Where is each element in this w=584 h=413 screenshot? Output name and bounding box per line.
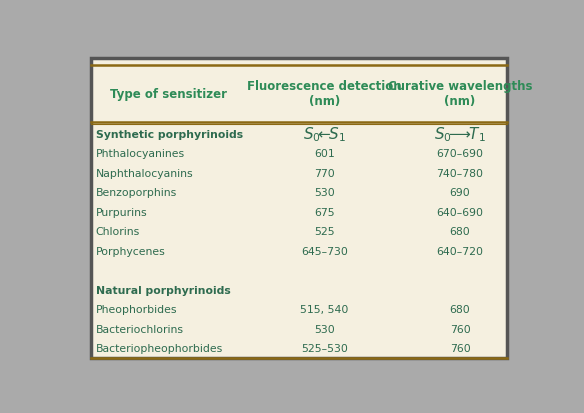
Text: Natural porphyrinoids: Natural porphyrinoids: [96, 285, 230, 295]
Text: 770: 770: [314, 168, 335, 178]
Text: 690: 690: [450, 188, 470, 198]
Text: Chlorins: Chlorins: [96, 227, 140, 237]
Text: Type of sensitizer: Type of sensitizer: [110, 88, 227, 101]
Text: 640–720: 640–720: [436, 246, 484, 256]
Text: Bacteriopheophorbides: Bacteriopheophorbides: [96, 343, 223, 353]
Text: 740–780: 740–780: [436, 168, 484, 178]
Text: 640–690: 640–690: [436, 207, 484, 217]
Text: 525–530: 525–530: [301, 343, 347, 353]
Text: 670–690: 670–690: [436, 149, 484, 159]
Text: Phthalocyanines: Phthalocyanines: [96, 149, 185, 159]
Text: 525: 525: [314, 227, 335, 237]
Text: 680: 680: [450, 227, 470, 237]
Text: Purpurins: Purpurins: [96, 207, 147, 217]
FancyBboxPatch shape: [91, 59, 507, 358]
Text: 601: 601: [314, 149, 335, 159]
Text: Synthetic porphyrinoids: Synthetic porphyrinoids: [96, 129, 243, 139]
Text: Pheophorbides: Pheophorbides: [96, 304, 177, 314]
Text: 530: 530: [314, 188, 335, 198]
Text: 645–730: 645–730: [301, 246, 347, 256]
Text: Naphthalocyanins: Naphthalocyanins: [96, 168, 193, 178]
Text: Curative wavelengths
(nm): Curative wavelengths (nm): [388, 80, 532, 108]
Text: Fluorescence detection
(nm): Fluorescence detection (nm): [247, 80, 402, 108]
Text: Benzoporphins: Benzoporphins: [96, 188, 177, 198]
Text: 530: 530: [314, 324, 335, 334]
Text: $S_0\!\!\leftarrow\!\! S_1$: $S_0\!\!\leftarrow\!\! S_1$: [303, 125, 346, 144]
Text: 675: 675: [314, 207, 335, 217]
Text: $S_0\!\!\longrightarrow\!\! T_1$: $S_0\!\!\longrightarrow\!\! T_1$: [434, 125, 486, 144]
Text: 760: 760: [450, 324, 470, 334]
Text: 515, 540: 515, 540: [300, 304, 349, 314]
Text: Porphycenes: Porphycenes: [96, 246, 165, 256]
Text: 760: 760: [450, 343, 470, 353]
Text: Bacteriochlorins: Bacteriochlorins: [96, 324, 183, 334]
Text: 680: 680: [450, 304, 470, 314]
